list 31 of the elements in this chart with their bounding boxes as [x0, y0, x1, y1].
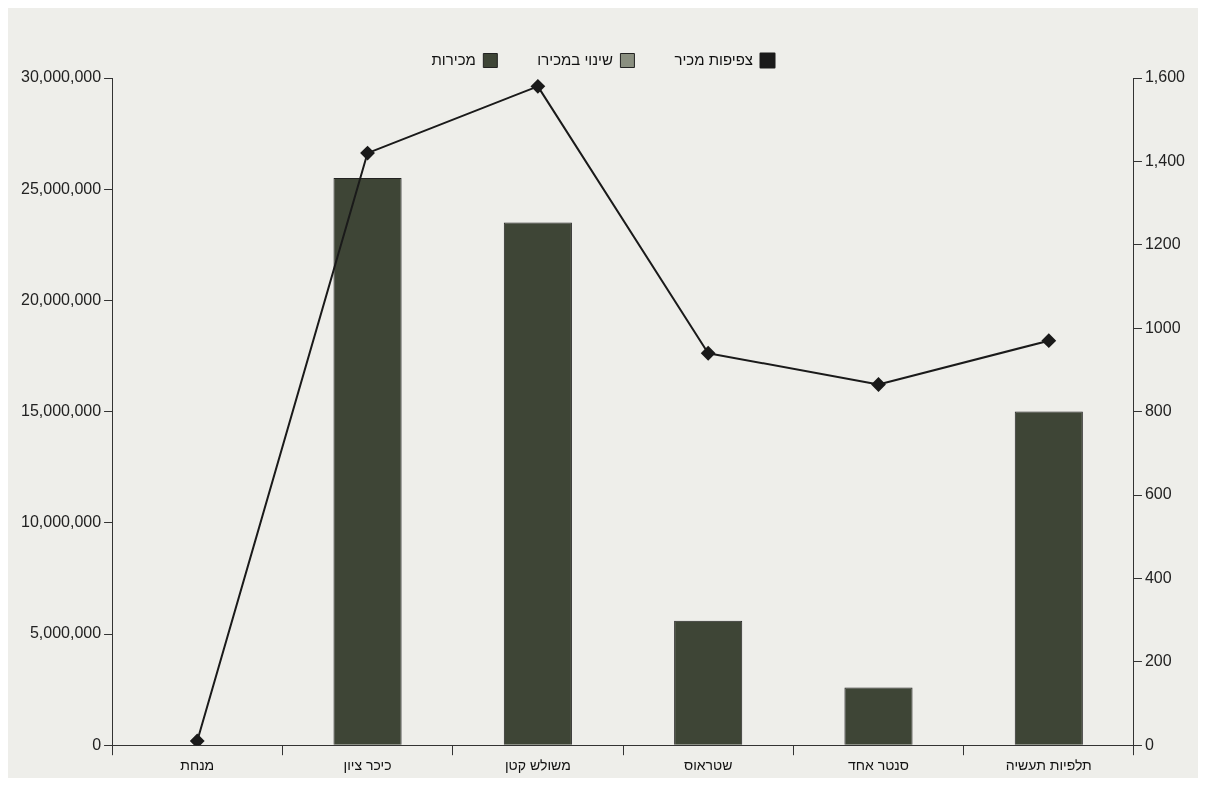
x-tick-label: תלפיות תעשיה	[1005, 757, 1092, 774]
x-tick-label: משולש קטן	[504, 757, 571, 774]
y-tick-label: 5,000,000	[29, 624, 102, 642]
x-tick-label: סנטר אחד	[848, 757, 909, 774]
legend-label: מכירות	[431, 50, 476, 68]
y-tick-label: 10,000,000	[21, 513, 102, 531]
point	[701, 346, 716, 361]
y-tick-label: 25,000,000	[21, 179, 102, 197]
y-tick-label: 0	[92, 735, 102, 753]
point	[360, 146, 375, 161]
y2-tick-label: 1,400	[1144, 151, 1186, 169]
legend-label: צפיפות מכיר	[674, 50, 754, 68]
y2-tick-label: 1,600	[1144, 68, 1186, 86]
x-tick-label: מנחת	[180, 757, 215, 774]
y2-tick-label: 0	[1144, 735, 1154, 753]
y2-tick-label: 200	[1144, 652, 1172, 670]
point	[871, 377, 886, 392]
y2-tick-label: 600	[1144, 485, 1172, 503]
x-tick-label: שטראוס	[683, 757, 733, 774]
y2-tick-label: 1200	[1144, 235, 1181, 253]
x-tick-label: כיכר ציון	[343, 757, 392, 774]
point	[1041, 333, 1056, 348]
point	[190, 734, 205, 746]
y-tick-label: 20,000,000	[21, 290, 102, 308]
y2-tick-label: 1000	[1144, 318, 1181, 336]
y-tick-label: 30,000,000	[21, 68, 102, 86]
y2-tick-label: 400	[1144, 568, 1172, 586]
point	[530, 79, 545, 94]
legend-label: שינוי במכירו	[537, 50, 613, 68]
y2-tick-label: 800	[1144, 402, 1172, 420]
y-tick-label: 15,000,000	[21, 402, 102, 420]
